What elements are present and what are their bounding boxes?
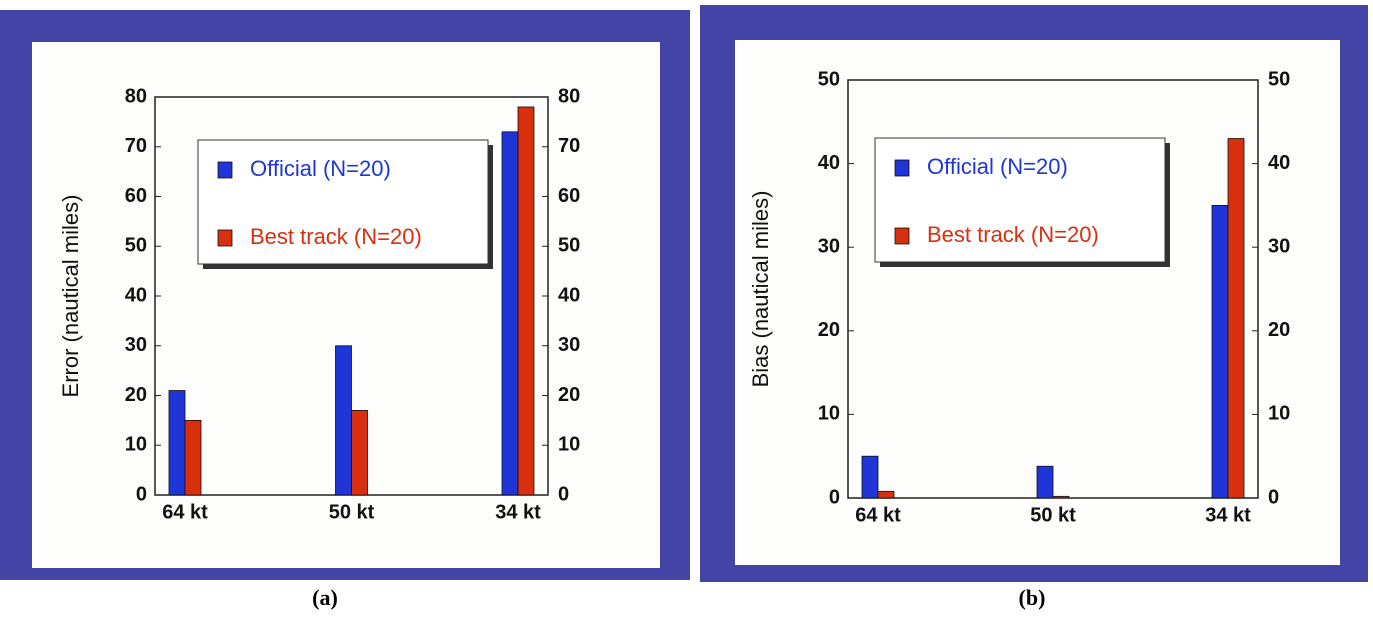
x-tick-label: 50 kt bbox=[329, 501, 375, 523]
y2-tick-label: 40 bbox=[558, 284, 580, 306]
x-tick-label: 34 kt bbox=[495, 501, 541, 523]
bar bbox=[335, 345, 352, 496]
y-tick-label: 40 bbox=[125, 284, 147, 306]
legend bbox=[874, 137, 1166, 263]
caption: (b) bbox=[1019, 585, 1046, 610]
y-tick-label: 10 bbox=[818, 403, 840, 425]
y-tick-label: 50 bbox=[818, 68, 840, 90]
bar bbox=[861, 455, 879, 499]
bar bbox=[1211, 204, 1229, 499]
y-tick-label: 50 bbox=[125, 235, 147, 257]
y-tick-label: 40 bbox=[818, 152, 840, 174]
bar bbox=[351, 410, 368, 496]
bar bbox=[1036, 465, 1054, 499]
legend-swatch bbox=[217, 161, 233, 179]
y2-tick-label: 0 bbox=[1268, 486, 1279, 508]
y2-tick-label: 30 bbox=[558, 334, 580, 356]
y2-tick-label: 60 bbox=[558, 185, 580, 207]
bar bbox=[1052, 495, 1070, 499]
legend-swatch bbox=[217, 229, 233, 247]
y2-tick-label: 50 bbox=[558, 235, 580, 257]
y2-tick-label: 70 bbox=[558, 135, 580, 157]
y-tick-label: 30 bbox=[125, 334, 147, 356]
y-tick-label: 20 bbox=[818, 319, 840, 341]
bar bbox=[517, 106, 535, 496]
y2-tick-label: 20 bbox=[558, 384, 580, 406]
y-tick-label: 0 bbox=[136, 483, 147, 505]
x-tick-label: 34 kt bbox=[1205, 504, 1251, 526]
y-axis-label: Error (nautical miles) bbox=[58, 195, 83, 398]
x-tick-label: 64 kt bbox=[162, 501, 208, 523]
caption: (a) bbox=[312, 585, 338, 610]
legend-label: Official (N=20) bbox=[250, 156, 391, 181]
y2-tick-label: 80 bbox=[558, 85, 580, 107]
y-tick-label: 30 bbox=[818, 235, 840, 257]
legend bbox=[197, 139, 489, 265]
y2-tick-label: 50 bbox=[1268, 68, 1290, 90]
y2-tick-label: 10 bbox=[558, 434, 580, 456]
x-tick-label: 50 kt bbox=[1030, 504, 1076, 526]
x-tick-label: 64 kt bbox=[855, 504, 901, 526]
y2-tick-label: 30 bbox=[1268, 235, 1290, 257]
y-tick-label: 70 bbox=[125, 135, 147, 157]
bar bbox=[168, 390, 186, 496]
bar bbox=[1227, 138, 1245, 499]
y2-tick-label: 0 bbox=[558, 483, 569, 505]
bar bbox=[184, 419, 202, 496]
y2-tick-label: 10 bbox=[1268, 403, 1290, 425]
bar bbox=[877, 490, 895, 499]
y-tick-label: 80 bbox=[125, 85, 147, 107]
legend-label: Best track (N=20) bbox=[250, 224, 422, 249]
legend-swatch bbox=[894, 227, 910, 245]
y2-tick-label: 20 bbox=[1268, 319, 1290, 341]
legend-swatch bbox=[894, 159, 910, 177]
y-tick-label: 60 bbox=[125, 185, 147, 207]
y-tick-label: 10 bbox=[125, 434, 147, 456]
y-tick-label: 0 bbox=[829, 486, 840, 508]
y-axis-label: Bias (nautical miles) bbox=[748, 191, 773, 388]
legend-label: Official (N=20) bbox=[927, 154, 1068, 179]
y-tick-label: 20 bbox=[125, 384, 147, 406]
legend-label: Best track (N=20) bbox=[927, 222, 1099, 247]
y2-tick-label: 40 bbox=[1268, 152, 1290, 174]
bar bbox=[501, 131, 519, 496]
